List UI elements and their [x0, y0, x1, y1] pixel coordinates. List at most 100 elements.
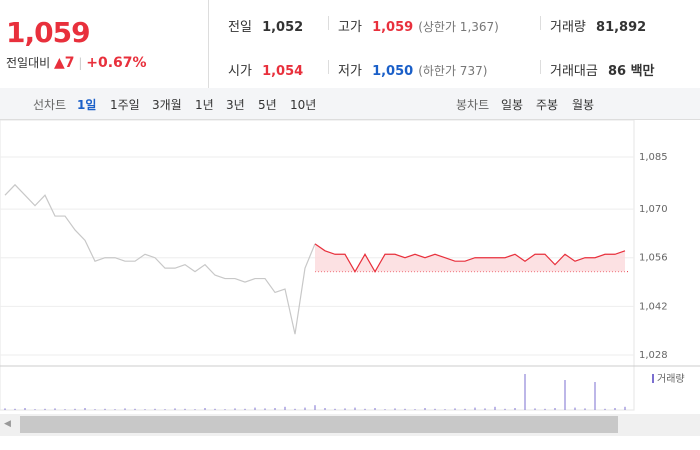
arrow: ▲	[54, 55, 65, 71]
volume-bar	[14, 408, 16, 410]
chart: 1,085 1,070 1,056 1,042 1,028 거래량	[0, 120, 700, 411]
stat-note: (하한가 737)	[418, 64, 488, 78]
volume-bar	[204, 408, 206, 410]
volume-bar	[604, 408, 606, 410]
volume-bar	[44, 408, 46, 410]
tab[interactable]: 10년	[290, 98, 317, 112]
scroll-thumb[interactable]	[20, 416, 618, 433]
stat-note: (상한가 1,367)	[418, 20, 499, 34]
tab[interactable]: 1일	[77, 98, 97, 112]
volume-bar	[194, 409, 196, 410]
volume-legend: 거래량	[657, 373, 685, 385]
volume-bar	[54, 408, 56, 410]
volume-bar	[334, 408, 336, 410]
stat: 저가 1,050 (하한가 737)	[328, 60, 488, 79]
volume-bar	[424, 408, 426, 410]
tab-group-label: 봉차트	[456, 98, 490, 112]
volume-bar	[124, 408, 126, 410]
change-pct: +0.67%	[86, 55, 147, 71]
y-tick-label: 1,028	[639, 350, 668, 361]
stat-label: 거래대금	[550, 64, 598, 79]
volume-bar	[234, 408, 236, 410]
volume-bar	[564, 380, 566, 410]
volume-bar	[34, 409, 36, 410]
price-line	[314, 243, 626, 273]
stat-label: 저가	[338, 64, 362, 79]
volume-bar	[244, 408, 246, 410]
volume-bar	[474, 407, 476, 410]
volume-bar	[534, 408, 536, 410]
change-label: 전일대비	[6, 56, 51, 70]
volume-bar	[184, 408, 186, 410]
stat-value: 1,059	[372, 20, 414, 35]
volume-bar	[624, 406, 626, 410]
volume-bar	[444, 409, 446, 410]
price: 1,059	[6, 16, 91, 49]
stat-label: 거래량	[550, 20, 586, 35]
area-fill	[315, 243, 625, 272]
scrollbar[interactable]: ◀	[0, 414, 700, 436]
volume-bar	[64, 409, 66, 410]
volume-bar	[504, 408, 506, 410]
volume-bar	[104, 408, 106, 410]
volume-bar	[454, 408, 456, 410]
volume-bar	[614, 408, 616, 410]
sep	[540, 60, 541, 74]
volume-bar	[4, 408, 6, 410]
change: 전일대비 ▲7 | +0.67%	[6, 55, 147, 71]
volume-bar	[594, 382, 596, 410]
plot-frame	[0, 120, 635, 411]
stat-value: 81,892	[596, 20, 647, 35]
volume-bar	[214, 408, 216, 410]
volume-bar	[114, 409, 116, 410]
volume-bar	[174, 408, 176, 410]
tab[interactable]: 3년	[226, 98, 245, 112]
stat-value: 86 백만	[607, 64, 655, 79]
volume-bar	[574, 407, 576, 410]
volume-bar	[144, 409, 146, 410]
tab-group-label: 선차트	[33, 98, 67, 112]
tab[interactable]: 월봉	[572, 98, 595, 112]
volume-bar	[494, 406, 496, 410]
volume-bar	[354, 407, 356, 410]
volume-bar	[94, 409, 96, 410]
volume-bar	[514, 408, 516, 410]
volume-legend-swatch	[652, 374, 654, 383]
stat: 고가 1,059 (상한가 1,367)	[328, 16, 499, 35]
tab[interactable]: 5년	[258, 98, 277, 112]
volume-bar	[414, 409, 416, 410]
volume-bar	[24, 408, 26, 410]
stat: 거래대금 86 백만	[540, 60, 655, 79]
stat-label: 전일	[228, 20, 252, 35]
tab[interactable]: 1주일	[110, 98, 140, 112]
stat-value: 1,054	[262, 64, 304, 79]
volume-bar	[584, 408, 586, 410]
volume-bar	[544, 408, 546, 410]
tab[interactable]: 1년	[195, 98, 214, 112]
volume-bar	[464, 408, 466, 410]
scroll-left[interactable]: ◀	[4, 419, 11, 429]
volume-bar	[154, 408, 156, 410]
price-line	[4, 183, 316, 335]
tab-bar: 선차트 1일 1주일 3개월 1년 3년 5년 10년 봉차트 일봉 주봉 월봉	[0, 88, 700, 120]
sep	[540, 16, 541, 30]
y-tick-label: 1,042	[639, 301, 668, 312]
volume-bar	[264, 408, 266, 410]
tab[interactable]: 3개월	[152, 98, 182, 112]
sep	[328, 60, 329, 74]
volume-bar	[524, 374, 526, 410]
stat: 전일 1,052	[228, 16, 303, 35]
volume-bar	[314, 405, 316, 410]
stat-value: 1,052	[262, 20, 304, 35]
volume-bar	[294, 408, 296, 410]
change-value: 7	[64, 55, 75, 71]
volume-bar	[364, 408, 366, 410]
tab[interactable]: 일봉	[501, 98, 524, 112]
volume-bar	[384, 409, 386, 410]
volume-bar	[434, 408, 436, 410]
volume-bar	[164, 409, 166, 410]
stat-value: 1,050	[372, 64, 414, 79]
y-tick-label: 1,085	[639, 152, 668, 163]
tab[interactable]: 주봉	[536, 98, 559, 112]
